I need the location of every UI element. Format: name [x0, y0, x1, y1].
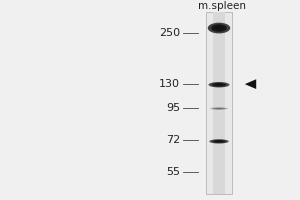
Ellipse shape [212, 140, 226, 143]
Ellipse shape [215, 141, 223, 142]
Ellipse shape [214, 26, 224, 30]
Text: m.spleen: m.spleen [198, 1, 246, 11]
Ellipse shape [208, 23, 230, 33]
Text: 72: 72 [166, 135, 180, 145]
Text: 55: 55 [166, 167, 180, 177]
Ellipse shape [211, 24, 227, 32]
Ellipse shape [210, 107, 228, 110]
Ellipse shape [213, 108, 225, 109]
Ellipse shape [208, 82, 230, 87]
Text: 250: 250 [159, 28, 180, 38]
Text: 95: 95 [166, 103, 180, 113]
Text: 130: 130 [159, 79, 180, 89]
Polygon shape [245, 79, 256, 89]
Ellipse shape [215, 84, 223, 86]
Ellipse shape [215, 108, 223, 109]
Bar [213, 12, 225, 194]
Ellipse shape [209, 139, 229, 144]
Ellipse shape [212, 83, 226, 87]
Bar [206, 12, 232, 194]
